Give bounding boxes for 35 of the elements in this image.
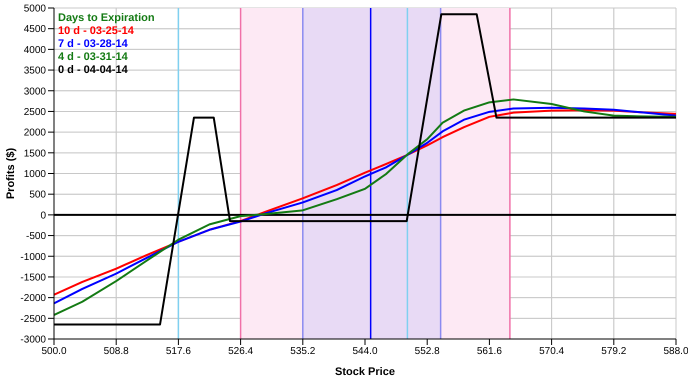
y-tick-label: 2500 [24,106,46,118]
y-tick-label: 500 [29,190,46,201]
x-tick-label: 544.0 [352,346,378,358]
text: 10 d - 03-25-14 [58,25,135,38]
x-tick-label: 588.0 [663,346,688,358]
y-tick-label: -1000 [20,252,46,263]
y-tick-label: 0 [40,210,46,222]
y-tick-label: -2500 [20,314,46,325]
x-tick-label: 500.0 [41,346,67,358]
x-tick-label: 561.6 [476,346,502,358]
x-tick-label: 526.4 [228,346,254,358]
x-tick-label: 570.4 [539,346,565,358]
x-tick-label: 552.8 [414,346,440,358]
x-tick-label: 579.2 [601,346,627,358]
x-axis-title: Stock Price [335,366,395,378]
text: 0 d - 04-04-14 [58,64,129,77]
y-tick-label: -3000 [20,334,46,346]
y-tick-label: 4000 [24,44,46,56]
y-tick-label: 1500 [24,148,46,160]
y-tick-label: 1000 [24,169,46,180]
x-tick-label: 517.6 [166,346,192,358]
y-tick-label: -1500 [20,272,46,284]
y-axis-title: Profits ($) [4,148,17,200]
x-tick-label: 508.8 [104,346,130,358]
text: 4 d - 03-31-14 [58,51,129,64]
y-tick-label: -2000 [20,293,46,304]
y-tick-label: 3500 [24,66,46,77]
y-tick-label: 3000 [24,86,46,98]
y-tick-label: 4500 [24,24,46,36]
y-tick-label: -500 [26,231,46,242]
x-tick-label: 535.2 [290,346,316,358]
legend-title: Days to Expiration [58,12,155,25]
y-tick-label: 5000 [24,4,46,15]
text: 7 d - 03-28-14 [58,38,129,51]
y-tick-label: 2000 [24,128,46,139]
